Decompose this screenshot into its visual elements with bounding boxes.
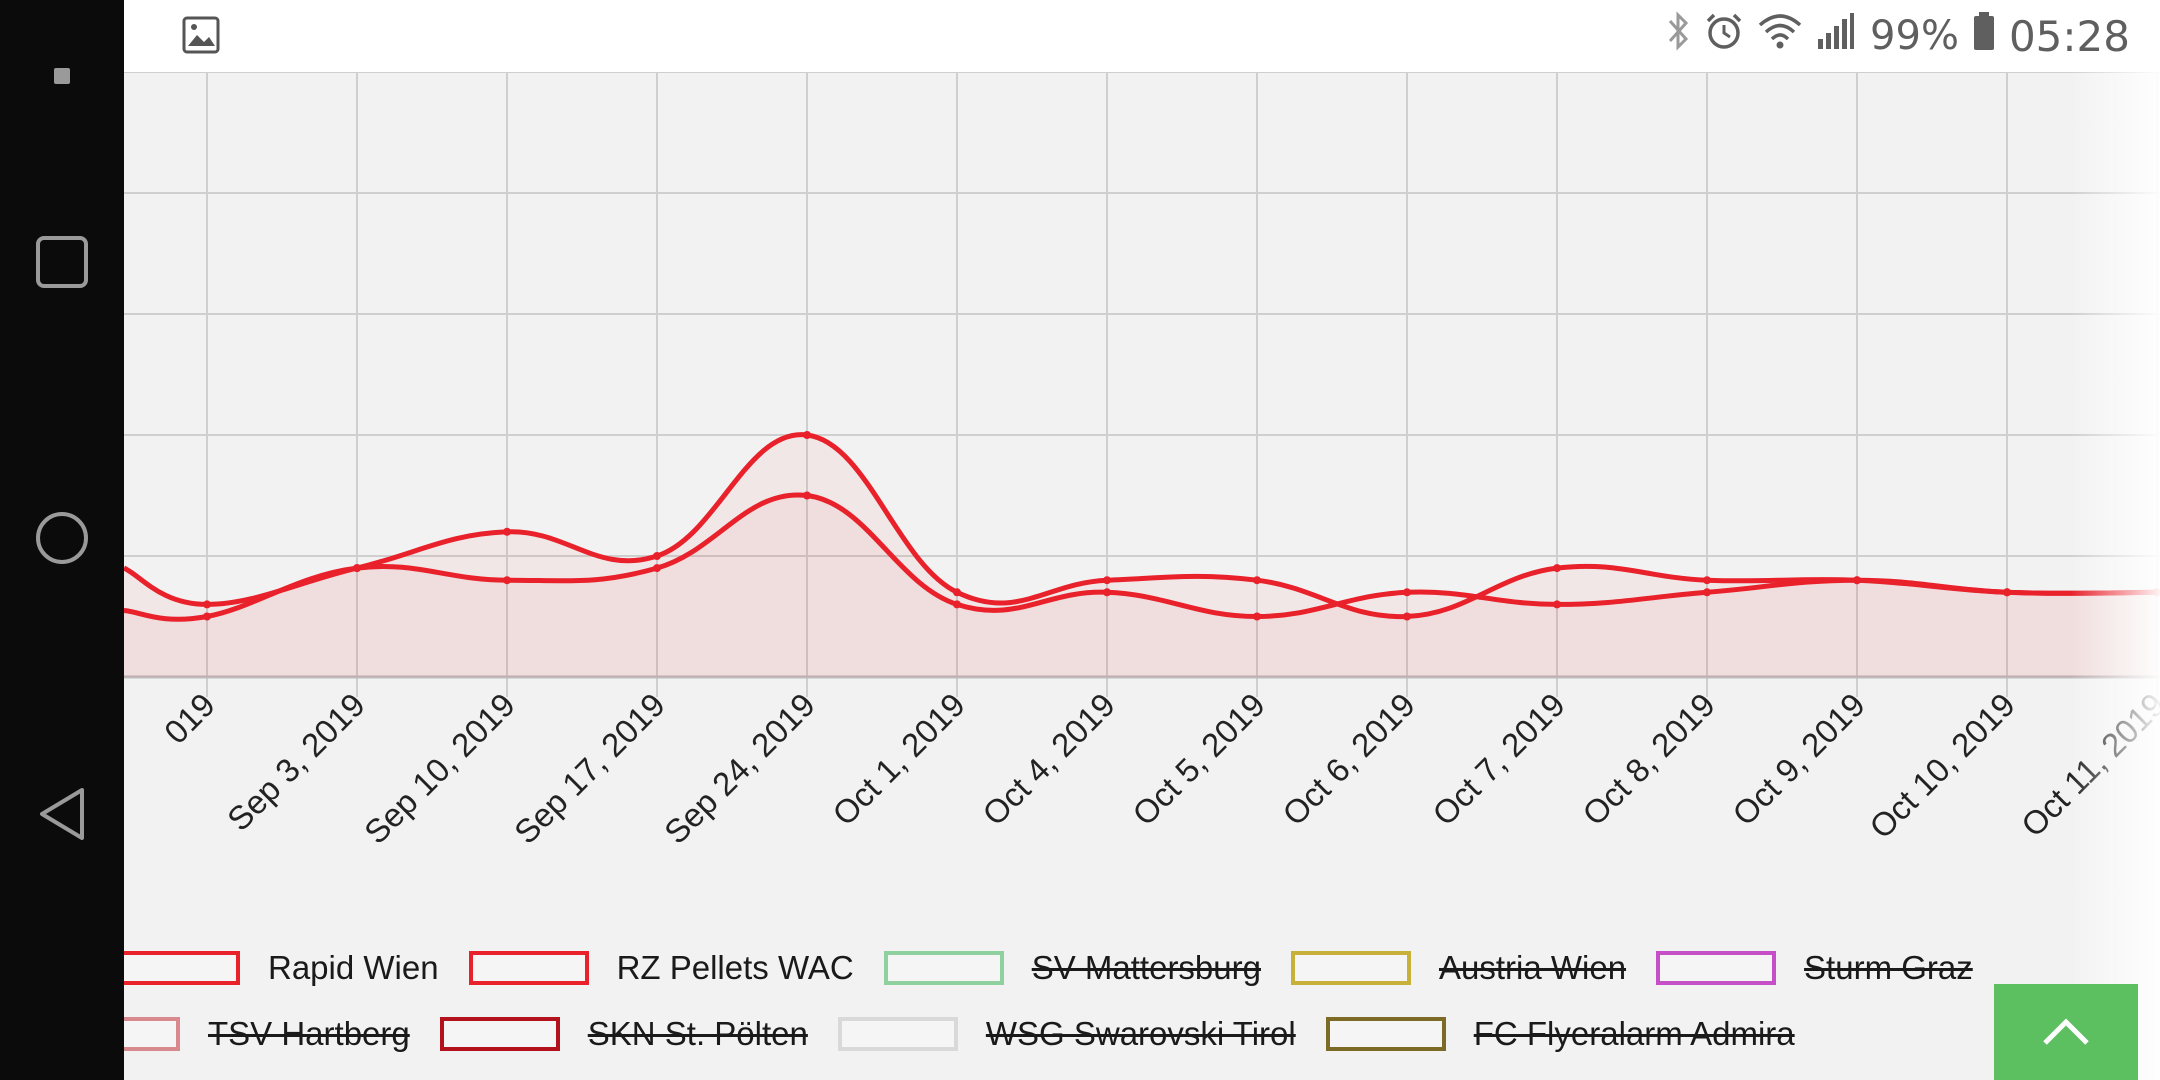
battery-icon <box>1973 11 1995 61</box>
x-tick-label: Oct 10, 2019 <box>1862 686 2022 846</box>
data-point <box>1703 588 1711 597</box>
data-point <box>953 588 961 597</box>
data-point <box>953 600 961 609</box>
legend-label: SKN St. Pölten <box>587 1015 808 1052</box>
home-icon[interactable] <box>0 510 124 566</box>
legend-label: Sturm Graz <box>1804 949 1973 986</box>
back-icon[interactable] <box>0 786 124 842</box>
legend-swatch <box>1656 951 1777 985</box>
data-point <box>1253 576 1261 585</box>
data-point <box>1553 564 1561 573</box>
legend-label: SV Mattersburg <box>1031 949 1261 986</box>
legend-item[interactable]: SKN St. Pölten <box>439 1015 808 1053</box>
battery-percent: 99% <box>1870 13 1959 59</box>
x-tick-label: Oct 9, 2019 <box>1725 686 1872 833</box>
legend-item[interactable]: FC Flyeralarm Admira <box>1325 1015 1795 1053</box>
legend-row: TSV Hartberg SKN St. Pölten WSG Swarovski … <box>124 1015 1825 1053</box>
data-point <box>203 600 211 609</box>
data-point <box>1103 588 1111 597</box>
x-tick-label: Oct 11, 2019 <box>2014 686 2160 844</box>
data-point <box>803 431 811 439</box>
chevron-up-icon <box>2043 1018 2089 1045</box>
legend-item[interactable]: Austria Wien <box>1290 949 1627 987</box>
x-tick-label: Oct 7, 2019 <box>1425 686 1572 833</box>
bluetooth-icon <box>1666 11 1690 61</box>
legend-swatch <box>837 1017 958 1051</box>
data-point <box>2003 588 2011 597</box>
data-point <box>1703 576 1711 585</box>
clock: 05:28 <box>2008 11 2130 61</box>
legend-label: TSV Hartberg <box>208 1015 410 1052</box>
alarm-icon <box>1704 11 1744 61</box>
status-bar: 99% 05:28 <box>124 0 2160 72</box>
data-point <box>503 576 511 585</box>
legend-item[interactable]: TSV Hartberg <box>124 1015 410 1053</box>
legend-swatch <box>124 1017 180 1051</box>
series-area <box>124 494 2157 677</box>
gallery-icon <box>182 16 220 59</box>
x-tick-label: Sep 10, 2019 <box>357 686 522 851</box>
legend-swatch <box>124 951 240 985</box>
data-point <box>1103 576 1111 585</box>
data-point <box>653 564 661 573</box>
x-tick-label: Oct 8, 2019 <box>1575 686 1722 833</box>
x-tick-label: Oct 5, 2019 <box>1125 686 1272 833</box>
legend-swatch <box>1290 951 1411 985</box>
x-tick-label: Sep 3, 2019 <box>220 686 372 838</box>
data-point <box>1403 612 1411 621</box>
navigation-bar <box>0 0 124 1080</box>
legend-item[interactable]: Sturm Graz <box>1656 949 1973 987</box>
legend-label: Austria Wien <box>1438 949 1627 986</box>
series-line <box>124 432 2158 620</box>
legend-label: FC Flyeralarm Admira <box>1473 1015 1795 1052</box>
data-point <box>503 527 511 536</box>
data-point <box>653 552 661 560</box>
wifi-icon <box>1758 11 1802 61</box>
legend-swatch <box>468 951 589 985</box>
data-point <box>1553 600 1561 609</box>
x-tick-label: Oct 1, 2019 <box>825 686 972 833</box>
data-point <box>203 612 211 621</box>
scroll-to-top-button[interactable] <box>1994 984 2138 1080</box>
x-tick-label: Oct 6, 2019 <box>1275 686 1422 833</box>
notification-dot-icon <box>0 66 124 86</box>
legend-swatch <box>439 1017 560 1051</box>
legend-swatch <box>883 951 1004 985</box>
x-tick-label: Sep 24, 2019 <box>657 686 822 851</box>
x-tick-label: Sep 17, 2019 <box>507 686 672 851</box>
data-point <box>1853 576 1861 585</box>
legend-label: Rapid Wien <box>268 949 439 986</box>
x-tick-label: Oct 4, 2019 <box>975 686 1122 833</box>
legend-item[interactable]: RZ Pellets WAC <box>468 949 854 987</box>
signal-icon <box>1816 11 1856 61</box>
legend-swatch <box>1325 1017 1446 1051</box>
legend-item[interactable]: Rapid Wien <box>124 949 439 987</box>
legend-item[interactable]: WSG Swarovski Tirol <box>837 1015 1296 1053</box>
legend-item[interactable]: SV Mattersburg <box>883 949 1261 987</box>
data-point <box>1403 588 1411 597</box>
legend-label: RZ Pellets WAC <box>616 949 854 986</box>
data-point <box>803 491 811 500</box>
series-area <box>124 434 2157 677</box>
x-tick-label: 019 <box>157 686 222 751</box>
chart-container: 019 Sep 3, 2019 Sep 10, 2019 Sep 17, 2019 Se… <box>124 72 2160 1080</box>
legend-label: WSG Swarovski Tirol <box>985 1015 1296 1052</box>
data-point <box>353 564 361 573</box>
recents-icon[interactable] <box>0 234 124 290</box>
data-point <box>1253 612 1261 621</box>
legend-row: Rapid Wien RZ Pellets WAC SV Mattersburg Au… <box>124 949 2003 987</box>
